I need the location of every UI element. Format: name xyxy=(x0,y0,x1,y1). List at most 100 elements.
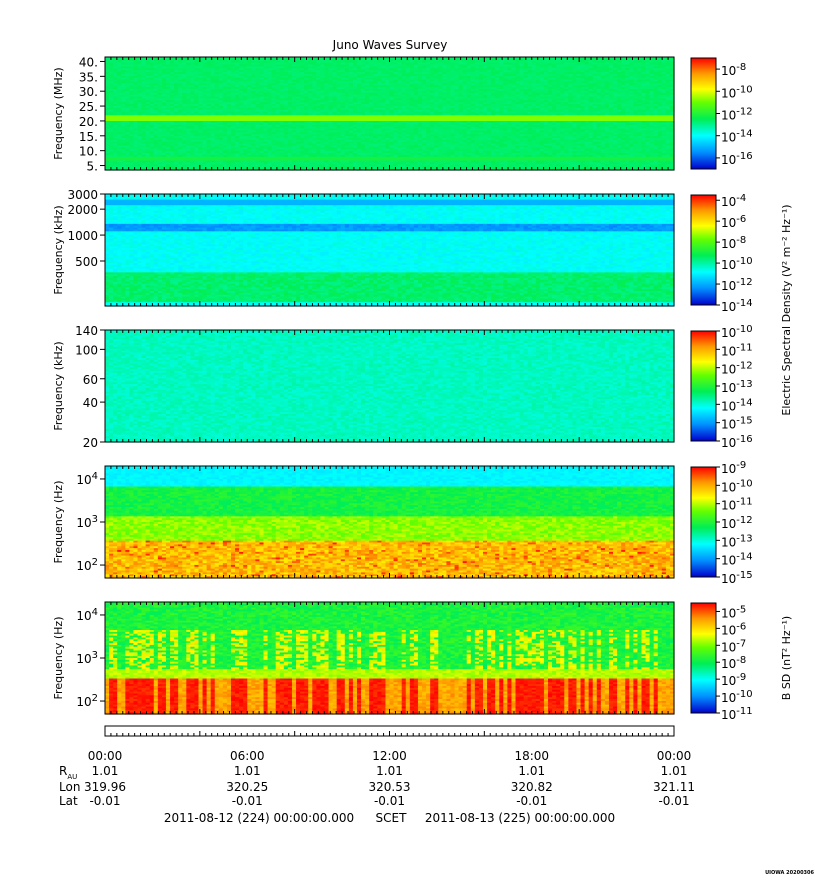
colorbar xyxy=(690,57,717,170)
colorbar-tick-label: 10-6 xyxy=(721,214,746,230)
colorbar-tick-label: 10-14 xyxy=(721,129,753,145)
time-range-end: 2011-08-13 (225) 00:00:00.000 xyxy=(425,811,615,825)
y-tick-label: 104 xyxy=(76,607,98,623)
chart-title: Juno Waves Survey xyxy=(332,38,448,52)
ephemeris-label: Lat xyxy=(59,794,78,808)
y-tick-label: 40. xyxy=(79,55,98,69)
y-tick-label: 30. xyxy=(79,85,98,99)
colorbar-tick-label: 10-12 xyxy=(721,107,753,123)
y-tick-label: 20. xyxy=(79,115,98,129)
time-tick-label: 06:00 xyxy=(230,749,265,763)
y-tick-label: 35. xyxy=(79,70,98,84)
colorbar-tick-label: 10-14 xyxy=(721,397,753,413)
ephemeris-value: 1.01 xyxy=(234,764,261,778)
colorbar-tick-label: 10-13 xyxy=(721,379,753,395)
time-tick-label: 00:00 xyxy=(657,749,692,763)
ephemeris-value: 319.96 xyxy=(84,780,126,794)
y-tick-label: 100 xyxy=(75,343,98,357)
colorbar-tick-label: 10-7 xyxy=(721,638,746,654)
y-tick-label: 103 xyxy=(76,514,98,530)
time-range-start: 2011-08-12 (224) 00:00:00.000 xyxy=(164,811,354,825)
time-tick-label: 00:00 xyxy=(88,749,123,763)
colorbar-tick-label: 10-11 xyxy=(721,497,753,513)
y-axis-label: Frequency (kHz) xyxy=(52,205,65,294)
ephemeris-value: -0.01 xyxy=(89,794,120,808)
colorbar xyxy=(690,466,717,578)
ephemeris-value: -0.01 xyxy=(374,794,405,808)
colorbar-tick-label: 10-11 xyxy=(721,342,753,358)
colorbar-tick-label: 10-12 xyxy=(721,515,753,531)
y-tick-label: 104 xyxy=(76,471,98,487)
y-axis-label: Frequency (MHz) xyxy=(52,67,65,159)
colorbar-tick-label: 10-10 xyxy=(721,256,753,272)
stamp: UIOWA 20200306 xyxy=(765,870,814,876)
spectrogram-image-4 xyxy=(105,466,675,579)
time-tick-label: 12:00 xyxy=(372,749,407,763)
colorbar-tick-label: 10-11 xyxy=(721,706,753,722)
colorbar-tick-label: 10-16 xyxy=(721,151,753,167)
colorbar-tick-label: 10-9 xyxy=(721,672,746,688)
y-tick-label: 5. xyxy=(87,160,98,174)
colorbar-tick-label: 10-14 xyxy=(721,298,753,314)
spectrogram-image-5 xyxy=(105,602,675,715)
ephemeris-value: 1.01 xyxy=(661,764,688,778)
spectrogram-image-2 xyxy=(105,194,675,307)
y-tick-label: 102 xyxy=(76,693,98,709)
colorbar-tick-label: 10-14 xyxy=(721,552,753,568)
ephemeris-value: -0.01 xyxy=(232,794,263,808)
y-tick-label: 1000 xyxy=(67,229,98,243)
colorbar-tick-label: 10-15 xyxy=(721,416,753,432)
colorbar-tick-label: 10-8 xyxy=(721,655,746,671)
ephemeris-label: Lon xyxy=(59,780,80,794)
y-tick-label: 25. xyxy=(79,100,98,114)
colorbar-tick-label: 10-10 xyxy=(721,84,753,100)
ephemeris-value: 321.11 xyxy=(653,780,695,794)
colorbar-label-magnetic: B SD (nT² Hz⁻¹) xyxy=(780,616,793,700)
spectrogram-image-1 xyxy=(105,57,675,171)
y-tick-label: 40 xyxy=(83,396,98,410)
time-axis-group: 00:00 06:00 12:00 18:00 00:00 RAU 1.01 1.01 1.01… xyxy=(59,725,695,808)
ephemeris-label: RAU xyxy=(59,764,77,781)
y-tick-label: 60 xyxy=(83,373,98,387)
colorbar-tick-label: 10-16 xyxy=(721,434,753,450)
time-system: SCET xyxy=(376,811,408,825)
ephemeris-value: 320.82 xyxy=(511,780,553,794)
ephemeris-value: 320.25 xyxy=(226,780,268,794)
ephemeris-value: 1.01 xyxy=(518,764,545,778)
colorbar xyxy=(690,602,717,714)
y-tick-label: 2000 xyxy=(67,203,98,217)
ephemeris-value: -0.01 xyxy=(516,794,547,808)
time-tick-label: 18:00 xyxy=(514,749,549,763)
y-tick-label: 500 xyxy=(75,255,98,269)
ephemeris-value: 320.53 xyxy=(369,780,411,794)
y-tick-label: 103 xyxy=(76,650,98,666)
ephemeris-value: 1.01 xyxy=(92,764,119,778)
colorbar-tick-label: 10-6 xyxy=(721,621,746,637)
colorbar-tick-label: 10-4 xyxy=(721,193,746,209)
spectrogram-panel-1: 5.10.15.20.25.30.35.40. Frequency (MHz) 10… xyxy=(52,55,753,173)
colorbar-label-electric: Electric Spectral Density (V² m⁻² Hz⁻¹) xyxy=(780,204,793,415)
y-tick-label: 102 xyxy=(76,557,98,573)
y-tick-label: 15. xyxy=(79,130,98,144)
colorbar xyxy=(690,194,717,306)
y-axis-label: Frequency (kHz) xyxy=(52,341,65,430)
colorbar-tick-label: 10-15 xyxy=(721,570,753,586)
ephemeris-value: 1.01 xyxy=(376,764,403,778)
y-axis-label: Frequency (Hz) xyxy=(52,617,65,700)
panels-group: 5.10.15.20.25.30.35.40. Frequency (MHz) 10… xyxy=(52,55,753,722)
colorbar-tick-label: 10-10 xyxy=(721,689,753,705)
colorbar-tick-label: 10-10 xyxy=(721,478,753,494)
colorbar xyxy=(690,330,717,442)
spectrogram-panel-3: 20 40 60 100 140 Frequency (kHz) 10-10 10-11 10-… xyxy=(52,324,753,450)
y-tick-label: 140 xyxy=(75,324,98,338)
colorbar-tick-label: 10-5 xyxy=(721,604,746,620)
colorbar-tick-label: 10-12 xyxy=(721,277,753,293)
colorbar-tick-label: 10-8 xyxy=(721,235,746,251)
spectrogram-image-3 xyxy=(105,330,675,443)
spectrogram-panel-4: 102 103 104 Frequency (Hz) 10-9 10-10 10-11 10-… xyxy=(52,460,753,586)
y-tick-label: 20 xyxy=(83,436,98,450)
colorbar-tick-label: 10-12 xyxy=(721,361,753,377)
